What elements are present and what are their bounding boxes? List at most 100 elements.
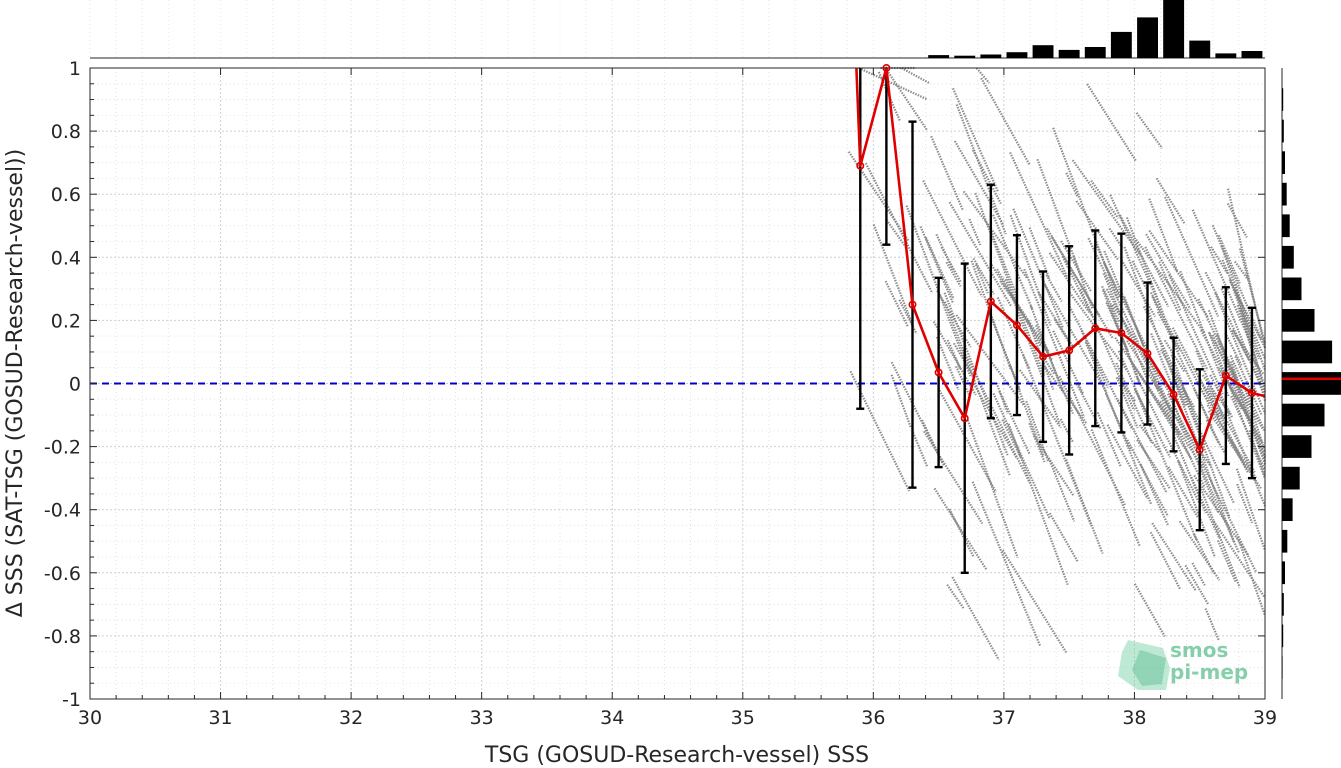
scatter-streak — [1032, 434, 1075, 497]
scatter-streak — [1235, 468, 1267, 551]
scatter-streak — [1080, 329, 1109, 389]
right-histogram-bar — [1282, 593, 1284, 616]
y-tick-label: 0.2 — [51, 310, 81, 332]
scatter-streak — [1071, 159, 1142, 256]
mean-marker — [986, 297, 995, 306]
scatter-streak — [1138, 424, 1161, 453]
y-tick-label: -0.4 — [44, 500, 81, 522]
scatter-streak — [989, 230, 1018, 297]
x-tick-label: 38 — [1122, 707, 1146, 729]
mean-marker — [1195, 445, 1204, 454]
scatter-streak — [1160, 387, 1189, 440]
x-tick-label: 35 — [731, 707, 755, 729]
scatter-streak — [1132, 385, 1198, 542]
scatter-streak — [1229, 280, 1266, 349]
mean-marker — [1143, 349, 1152, 358]
scatter-streak — [1096, 412, 1122, 468]
mean-marker — [1221, 371, 1230, 380]
right-histogram-bar — [1282, 372, 1341, 395]
right-histogram-bar — [1282, 214, 1290, 238]
main-plot-panel: smos pi-mep 30 31 32 33 34 35 36 37 38 39 1 0.8 0.6… — [44, 58, 1277, 729]
scatter-streak — [1196, 383, 1222, 421]
scatter-streak — [996, 296, 1031, 370]
y-tick-label: -0.6 — [44, 563, 81, 585]
x-tick-label: 33 — [470, 707, 494, 729]
scatter-streak — [1226, 188, 1267, 349]
scatter-streak — [955, 365, 970, 395]
scatter-streak — [1151, 296, 1213, 428]
scatter-streak — [946, 584, 965, 610]
scatter-streak — [864, 162, 934, 294]
right-histogram-bar — [1282, 245, 1294, 269]
scatter-streak — [858, 66, 928, 101]
scatter-streak — [1173, 380, 1236, 544]
top-histogram-bar — [1006, 52, 1028, 58]
scatter-streak — [885, 219, 908, 249]
scatter-streak — [1048, 512, 1080, 563]
scatter-streak — [943, 292, 1009, 456]
scatter-streak — [1022, 354, 1093, 527]
scatter-streak — [1059, 418, 1074, 443]
logo-line1: smos — [1170, 638, 1228, 662]
scatter-streak — [1116, 399, 1168, 494]
scatter-streak — [948, 201, 1013, 308]
scatter-streak — [1226, 202, 1248, 238]
top-histogram-bar — [980, 54, 1002, 58]
scatter-streak — [1106, 424, 1149, 500]
scatter-streak — [1065, 459, 1104, 554]
y-tick-label: 0.4 — [51, 247, 81, 269]
scatter-streak — [938, 389, 998, 493]
scatter-streak — [1050, 236, 1114, 340]
scatter-streak — [890, 361, 944, 465]
scatter-streak — [1171, 327, 1220, 418]
scatter-streak — [1075, 383, 1102, 430]
right-histogram-bar — [1282, 309, 1315, 332]
scatter-streak — [1053, 318, 1070, 343]
scatter-streak — [975, 67, 991, 84]
right-histogram-bar — [1282, 435, 1312, 458]
mean-polyline — [855, 66, 1266, 452]
mean-marker — [856, 161, 865, 170]
scatter-streak — [1224, 332, 1243, 366]
top-histogram-bar — [1189, 40, 1211, 58]
scatter-streak — [1114, 336, 1182, 435]
scatter-streak — [1136, 439, 1171, 489]
scatter-streak — [1193, 533, 1215, 574]
scatter-streak — [1243, 387, 1267, 452]
scatter-streak — [1103, 262, 1150, 353]
scatter-streak — [923, 430, 984, 525]
scatter-streak — [1155, 177, 1186, 225]
scatter-streak — [1179, 270, 1230, 397]
scatter-streak — [885, 69, 928, 131]
scatter-streak — [1163, 339, 1186, 373]
right-histogram — [1281, 68, 1341, 699]
right-histogram-bar — [1282, 340, 1333, 364]
scatter-streak — [935, 233, 955, 272]
top-histogram — [89, 0, 1266, 59]
scatter-streak — [1206, 385, 1256, 473]
scatter-streak — [1168, 274, 1224, 395]
scatter-streak — [1177, 460, 1217, 558]
scatter-streak — [1115, 376, 1139, 429]
right-histogram-bar — [1282, 119, 1284, 143]
scatter-streak — [1221, 371, 1243, 410]
scatter-streak — [1028, 227, 1051, 279]
scatter-streak — [1148, 198, 1179, 272]
top-histogram-bar — [1032, 45, 1054, 58]
y-tick-label: -0.8 — [44, 626, 81, 648]
scatter-streak — [1178, 520, 1221, 581]
scatter-streak — [911, 431, 929, 467]
scatter-streak — [1119, 214, 1170, 308]
scatter-streak — [1135, 239, 1206, 334]
mean-marker — [1039, 352, 1048, 361]
y-tick-label: 1 — [69, 58, 81, 80]
scatter-streak — [1037, 291, 1075, 349]
scatter-streak — [1150, 291, 1210, 405]
scatter-streak — [966, 419, 1019, 558]
top-histogram-bar — [1058, 49, 1080, 58]
scatter-streak — [1060, 240, 1092, 292]
scatter-streak — [1117, 377, 1137, 403]
scatter-streak — [924, 236, 955, 300]
scatter-streak — [921, 419, 946, 467]
mean-marker — [1247, 388, 1256, 397]
